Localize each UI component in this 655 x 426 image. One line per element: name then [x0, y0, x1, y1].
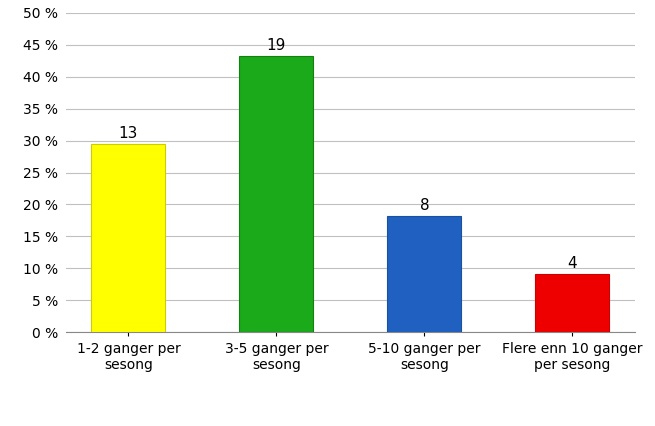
Text: 8: 8	[420, 198, 429, 213]
Bar	[92, 144, 166, 332]
Text: 19: 19	[267, 38, 286, 53]
Text: 4: 4	[568, 256, 577, 271]
Bar	[535, 274, 609, 332]
Bar	[240, 56, 314, 332]
Bar	[387, 216, 461, 332]
Text: 13: 13	[119, 126, 138, 141]
